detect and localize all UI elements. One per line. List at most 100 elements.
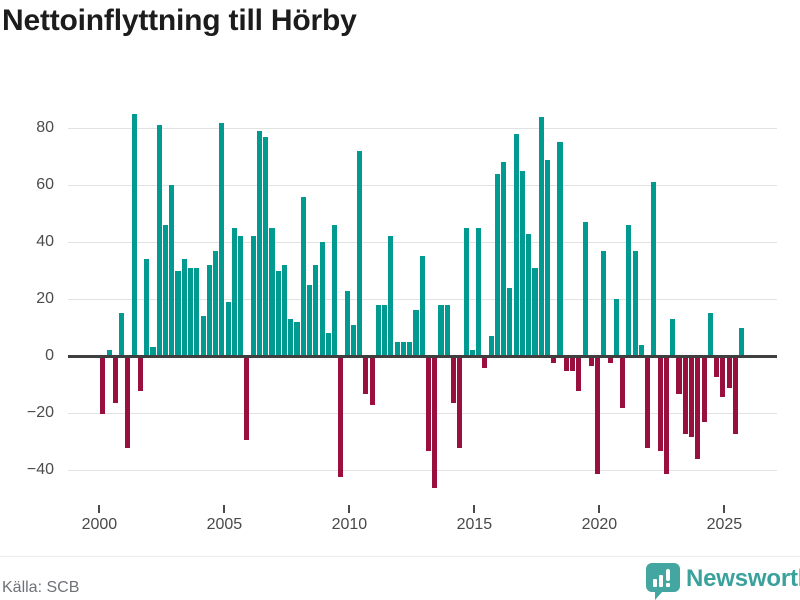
- y-axis-label: −40: [26, 460, 54, 478]
- source-text: Källa: SCB: [2, 579, 80, 596]
- gridline-y-60: [68, 185, 777, 187]
- bar-2019-q3: [588, 357, 594, 366]
- bar-2020-q3: [613, 299, 619, 356]
- bar-2012-q4: [419, 256, 425, 356]
- bar-2004-q4: [219, 122, 225, 356]
- bar-2023-q1: [676, 357, 682, 394]
- x-axis-tick-2005: [223, 505, 226, 513]
- bar-2003-q1: [175, 270, 181, 356]
- bar-2013-q1: [425, 357, 432, 451]
- bar-2017-q4: [544, 159, 551, 356]
- bar-2024-q2: [707, 313, 713, 356]
- bar-2019-q1: [576, 357, 582, 392]
- bar-2007-q3: [288, 318, 294, 356]
- bar-2013-q3: [438, 304, 444, 356]
- bar-2003-q4: [194, 267, 200, 356]
- bar-2024-q3: [714, 357, 720, 377]
- bar-chart-pin-icon: [646, 563, 680, 600]
- bar-2005-q4: [244, 357, 250, 440]
- bar-2001-q2: [131, 114, 137, 356]
- bar-2017-q2: [532, 267, 538, 356]
- y-axis-label: 0: [45, 347, 54, 364]
- x-axis-tick-2000: [98, 505, 101, 513]
- footer-divider: [0, 556, 800, 557]
- bar-2011-q3: [388, 236, 394, 356]
- bar-2025-q3: [739, 327, 745, 356]
- bar-2010-q2: [357, 151, 363, 356]
- y-axis-label: 40: [36, 233, 54, 251]
- bar-2006-q4: [269, 227, 275, 356]
- bar-2020-q1: [601, 250, 607, 356]
- bar-2011-q2: [382, 304, 388, 356]
- bar-2007-q1: [275, 270, 281, 356]
- bar-2005-q1: [225, 301, 231, 356]
- gridline-y--40: [68, 469, 777, 471]
- bar-2020-q4: [620, 357, 626, 409]
- bar-2017-q1: [526, 233, 532, 356]
- bar-2001-q1: [125, 357, 131, 449]
- bar-2006-q2: [256, 131, 262, 356]
- bar-2017-q3: [538, 116, 544, 356]
- y-axis-label: −20: [26, 403, 54, 421]
- bar-2023-q3: [688, 357, 695, 437]
- zero-line: [68, 354, 777, 358]
- bar-2016-q2: [507, 287, 513, 356]
- x-axis-label-2020: 2020: [581, 516, 618, 533]
- bar-2003-q3: [188, 267, 194, 356]
- bar-2012-q1: [400, 341, 407, 356]
- bar-2015-q2: [482, 357, 488, 369]
- bar-2007-q2: [281, 264, 288, 356]
- x-axis-label-2005: 2005: [206, 516, 243, 533]
- bar-2009-q3: [338, 357, 344, 477]
- x-axis-label-2025: 2025: [706, 516, 743, 533]
- bar-2023-q2: [682, 357, 688, 434]
- bar-2016-q1: [501, 162, 507, 356]
- bar-2020-q2: [607, 357, 613, 363]
- bar-2005-q2: [231, 227, 237, 356]
- bar-2012-q2: [407, 341, 413, 356]
- bar-2008-q3: [313, 264, 319, 356]
- bar-2023-q4: [695, 357, 701, 460]
- bar-2000-q1: [100, 357, 106, 414]
- bar-2019-q2: [582, 222, 588, 356]
- bar-2022-q2: [657, 357, 663, 451]
- x-axis-label-2000: 2000: [81, 516, 118, 533]
- bar-2010-q1: [350, 324, 356, 356]
- gridline-y-40: [68, 242, 777, 244]
- bar-2018-q4: [570, 357, 576, 372]
- bar-2011-q1: [375, 304, 381, 356]
- bar-2003-q2: [181, 259, 187, 356]
- x-axis-label-2010: 2010: [331, 516, 368, 533]
- bar-2024-q1: [701, 357, 707, 423]
- bar-2006-q3: [263, 136, 269, 356]
- bar-2004-q2: [206, 264, 212, 356]
- gridline-y--20: [68, 412, 777, 414]
- gridline-y-80: [68, 128, 777, 130]
- bar-2015-q4: [494, 173, 500, 356]
- bar-2011-q4: [394, 341, 400, 356]
- newsworthy-logo: Newsworthy: [645, 562, 800, 600]
- bar-2008-q1: [300, 196, 306, 356]
- bar-2016-q4: [519, 170, 525, 356]
- bar-2014-q2: [457, 357, 463, 449]
- bar-2019-q4: [595, 357, 601, 474]
- bar-2024-q4: [720, 357, 726, 397]
- bar-2022-q3: [663, 357, 670, 474]
- bar-2013-q2: [432, 357, 438, 488]
- bar-2013-q4: [444, 304, 450, 356]
- bar-2012-q3: [413, 310, 419, 356]
- bar-2009-q2: [332, 225, 338, 356]
- bar-2002-q3: [162, 225, 169, 356]
- bar-2025-q1: [726, 357, 732, 389]
- bar-2001-q3: [137, 357, 144, 392]
- bar-2021-q1: [626, 225, 632, 356]
- bar-2008-q2: [306, 284, 313, 356]
- bar-2002-q2: [156, 125, 162, 356]
- bar-2018-q1: [551, 357, 557, 363]
- x-axis-label-2015: 2015: [456, 516, 493, 533]
- bar-2000-q4: [119, 313, 125, 356]
- bar-2022-q4: [670, 318, 676, 356]
- bar-2010-q4: [369, 357, 375, 406]
